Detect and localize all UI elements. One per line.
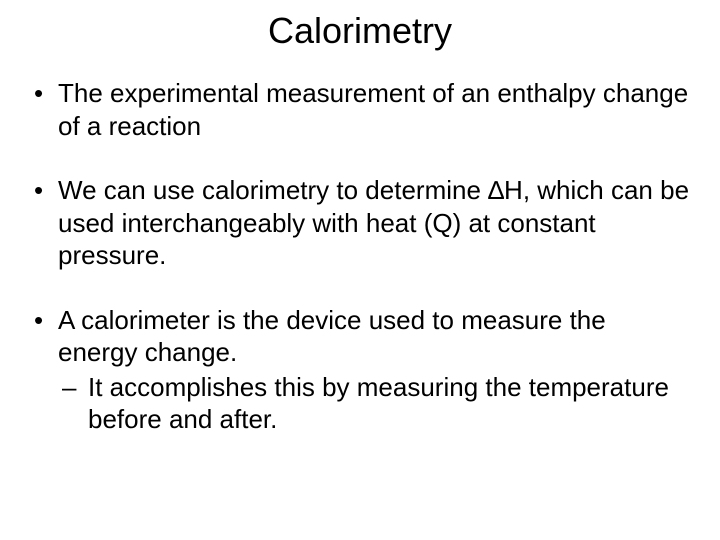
bullet-item-1: The experimental measurement of an entha… — [30, 77, 690, 142]
bullet-item-2: We can use calorimetry to determine ∆H, … — [30, 174, 690, 272]
bullet-item-3: A calorimeter is the device used to meas… — [30, 304, 690, 369]
sub-bullet-item-1: It accomplishes this by measuring the te… — [30, 371, 690, 436]
bullet-list: The experimental measurement of an entha… — [30, 77, 690, 436]
slide-title: Calorimetry — [30, 10, 690, 52]
